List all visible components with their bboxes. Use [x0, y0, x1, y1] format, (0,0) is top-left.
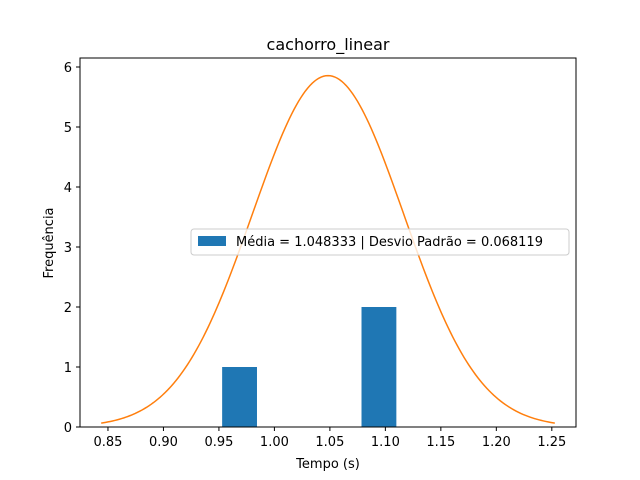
y-tick-label: 4	[64, 181, 72, 196]
plot-frame	[79, 57, 577, 428]
x-axis: 0.85 0.90 0.95 1.00 1.05 1.10 1.15 1.20 1.25	[93, 427, 566, 450]
legend: Média = 1.048333 | Desvio Padrão = 0.068…	[190, 228, 570, 256]
y-tick-label: 0	[64, 421, 72, 436]
y-tick-label: 6	[64, 61, 72, 76]
legend-box	[190, 228, 570, 256]
chart-title: cachorro_linear	[267, 35, 390, 55]
plot-area	[101, 74, 555, 427]
y-tick-label: 3	[64, 241, 72, 256]
y-tick-label: 2	[64, 301, 72, 316]
x-tick-label: 1.05	[315, 435, 344, 450]
x-tick-label: 1.25	[537, 435, 566, 450]
normal-curve	[101, 74, 555, 424]
x-tick-label: 1.20	[482, 435, 511, 450]
x-axis-label: Tempo (s)	[295, 457, 360, 472]
y-tick-label: 5	[64, 121, 72, 136]
histogram-bar	[361, 307, 397, 427]
x-tick-label: 1.00	[260, 435, 289, 450]
x-tick-label: 1.15	[426, 435, 455, 450]
y-tick-label: 1	[64, 361, 72, 376]
x-tick-label: 0.90	[149, 435, 178, 450]
y-axis-label: Frequência	[42, 207, 57, 278]
y-axis: 0 1 2 3 4 5 6	[64, 61, 80, 436]
legend-swatch	[198, 236, 226, 246]
x-tick-label: 0.95	[204, 435, 233, 450]
x-tick-label: 1.10	[371, 435, 400, 450]
x-tick-label: 0.85	[93, 435, 122, 450]
legend-label: Média = 1.048333 | Desvio Padrão = 0.068…	[236, 235, 543, 250]
histogram-bar	[222, 367, 257, 427]
